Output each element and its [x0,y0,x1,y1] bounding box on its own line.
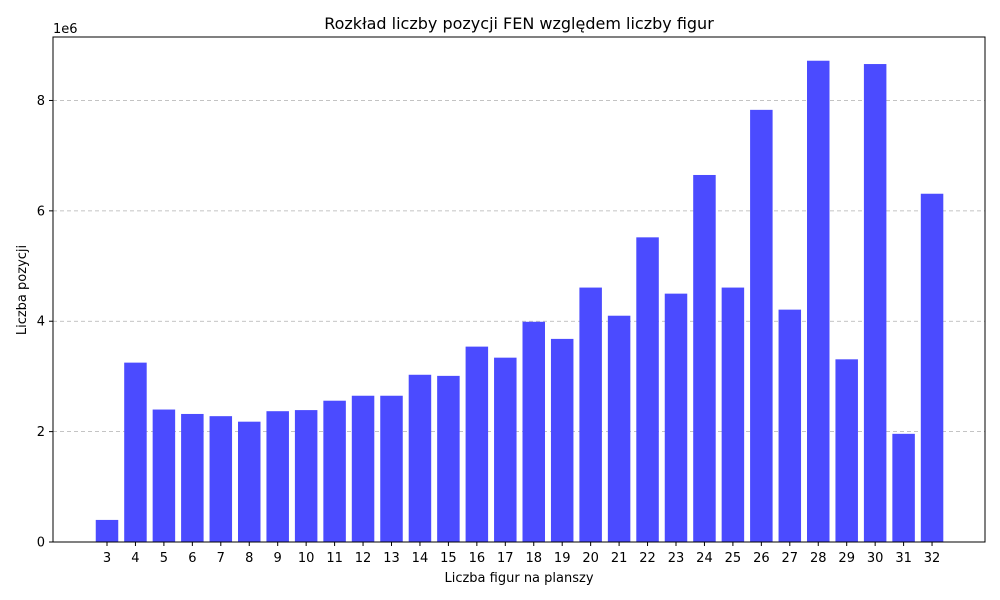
bar-11 [323,400,346,542]
bar-28 [807,60,830,542]
x-tick-label-32: 32 [924,551,941,566]
x-tick-label-10: 10 [298,551,315,566]
bar-24 [693,174,716,542]
x-tick-label-24: 24 [696,551,713,566]
x-tick-label-17: 17 [497,551,514,566]
bar-4 [124,362,147,542]
bar-19 [550,338,574,542]
bar-20 [579,287,602,542]
bar-31 [892,433,915,542]
x-axis-label: Liczba figur na planszy [444,571,593,586]
bar-25 [721,287,745,542]
x-tick-label-28: 28 [810,551,827,566]
bar-17 [494,357,517,542]
bars-layer [95,60,944,543]
y-tick-label: 8 [37,94,45,109]
x-tick-label-18: 18 [525,551,542,566]
x-tick-label-14: 14 [412,551,429,566]
x-tick-label-16: 16 [469,551,486,566]
x-tick-label-29: 29 [838,551,855,566]
grid-layer [53,100,985,433]
bar-8 [238,421,261,542]
y-tick-label: 2 [37,425,45,440]
x-tick-label-6: 6 [188,551,196,566]
y-tick-label: 4 [37,315,45,330]
x-tick-label-21: 21 [611,551,628,566]
bar-21 [607,315,631,542]
bar-15 [437,375,460,542]
y-axis-ticks: 0 2 4 6 8 [37,94,53,551]
x-tick-label-11: 11 [326,551,343,566]
bar-12 [351,395,375,542]
x-tick-label-3: 3 [103,551,111,566]
plot-frame [52,36,986,543]
y-offset-label: 1e6 [53,22,78,37]
x-tick-label-25: 25 [725,551,742,566]
bar-30 [863,64,887,543]
x-tick-label-26: 26 [753,551,770,566]
bar-7 [209,416,233,542]
x-tick-label-31: 31 [895,551,912,566]
bar-5 [152,409,176,542]
bar-6 [181,413,204,542]
y-tick-label: 6 [37,204,45,219]
bar-27 [778,309,802,542]
y-axis-label: Liczba pozycji [15,245,30,335]
x-tick-label-22: 22 [639,551,656,566]
bar-18 [522,321,545,542]
y-tick-label: 0 [37,536,45,551]
x-tick-label-20: 20 [582,551,599,566]
bar-23 [664,293,688,542]
bar-3 [95,519,119,542]
x-tick-label-27: 27 [782,551,799,566]
bar-22 [636,237,659,542]
x-tick-label-19: 19 [554,551,571,566]
x-tick-label-8: 8 [245,551,253,566]
x-axis-ticks: 3 4 5 6 7 8 9 10 11 12 13 14 15 16 17 18 19 20 21 22 23 24 25 2… [103,542,940,566]
bar-13 [380,395,403,542]
bar-9 [266,411,289,542]
x-tick-label-23: 23 [668,551,685,566]
x-tick-label-15: 15 [440,551,457,566]
x-tick-label-9: 9 [274,551,282,566]
x-tick-label-30: 30 [867,551,884,566]
x-tick-label-5: 5 [160,551,168,566]
bar-32 [920,193,944,542]
bar-14 [408,374,432,542]
bar-29 [835,359,858,542]
x-tick-label-12: 12 [355,551,372,566]
chart-title: Rozkład liczby pozycji FEN względem licz… [324,14,714,33]
x-tick-label-13: 13 [383,551,400,566]
bar-10 [294,410,318,542]
bar-16 [465,346,489,542]
x-tick-label-7: 7 [217,551,225,566]
x-tick-label-4: 4 [131,551,139,566]
bar-26 [750,109,773,542]
